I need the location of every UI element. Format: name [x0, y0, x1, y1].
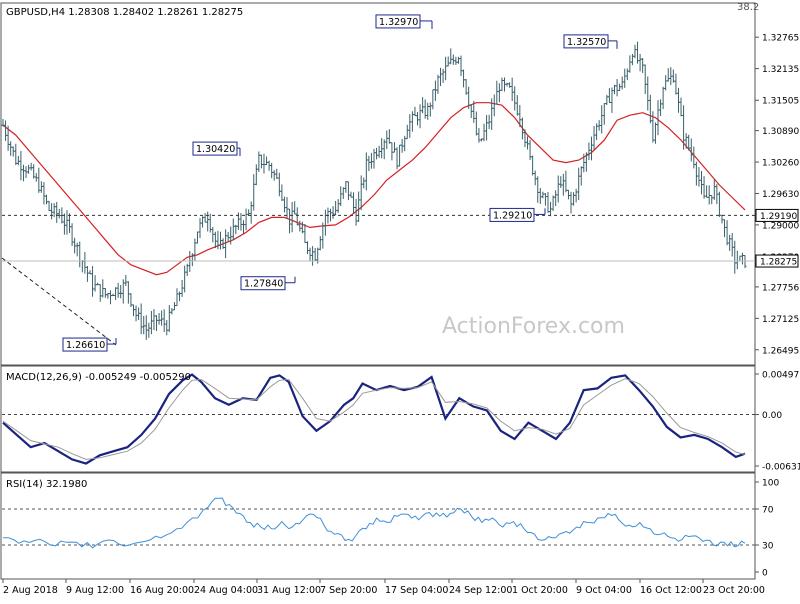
rsi-tick-label: 0 — [762, 569, 768, 579]
x-axis-labels: 2 Aug 2018 9 Aug 12:00 16 Aug 20:00 24 Aug … — [2, 579, 765, 596]
x-tick-label: 9 Aug 12:00 — [66, 585, 124, 596]
macd-title: MACD(12,26,9) -0.005249 -0.005290 — [6, 372, 191, 383]
price-tick-label: 1.31505 — [762, 97, 799, 107]
price-tick-label: 1.30890 — [762, 127, 799, 137]
x-tick-label: 16 Aug 20:00 — [130, 585, 194, 596]
annotation-label: 1.32570 — [567, 37, 606, 48]
panel-frames — [0, 2, 756, 580]
macd-lines — [2, 373, 746, 465]
hline-value-label: 1.28275 — [760, 258, 797, 268]
rsi-tick-label: 70 — [762, 506, 774, 516]
corner-value: 38.2 — [737, 2, 759, 13]
x-tick-label: 23 Oct 20:00 — [703, 585, 765, 596]
x-tick-label: 31 Aug 12:00 — [257, 585, 321, 596]
trendline — [1, 257, 117, 346]
hline-value-box — [755, 254, 799, 268]
price-panel-frame — [0, 2, 756, 366]
x-tick-label: 24 Sep 12:00 — [449, 585, 512, 596]
price-header: GBPUSD,H4 1.28308 1.28402 1.28261 1.2827… — [6, 7, 243, 18]
signal-line — [2, 378, 746, 460]
x-tick-label: 2 Aug 2018 — [3, 585, 58, 596]
watermark: ActionForex.com — [442, 314, 625, 339]
x-tick-label: 16 Oct 12:00 — [640, 585, 702, 596]
ma-line — [2, 102, 746, 276]
rsi-line — [2, 497, 746, 549]
macd-axis-ticks: 0.004971 0.00 -0.006311 — [2, 371, 800, 473]
price-tick-label: 1.27125 — [762, 315, 799, 325]
price-tick-label: 1.30260 — [762, 159, 799, 169]
macd-tick-label: 0.00 — [762, 411, 782, 421]
price-annotations: 1.26610 1.30420 1.27840 1.32970 1.29210 1.325… — [62, 14, 618, 352]
moving-average-line — [2, 102, 746, 276]
rsi-title: RSI(14) 32.1980 — [6, 479, 87, 490]
annotation-box — [375, 14, 421, 29]
hline-value-label: 1.29190 — [760, 212, 797, 222]
x-tick-label: 17 Sep 04:00 — [385, 585, 448, 596]
price-horizontal-lines: 1.29190 1.28275 — [2, 208, 799, 268]
rsi-axis-ticks: 100 70 30 0 — [2, 479, 779, 579]
annotation-label: 1.30420 — [196, 144, 235, 155]
annotation-label: 1.26610 — [66, 340, 105, 351]
annotation-label: 1.32970 — [379, 17, 418, 28]
rsi-panel-frame — [0, 472, 756, 580]
price-bars — [1, 41, 747, 340]
rsi-lines — [2, 497, 746, 549]
macd-tick-label: 0.004971 — [762, 371, 800, 381]
x-tick-label: 9 Oct 04:00 — [576, 585, 632, 596]
x-tick-label: 7 Sep 20:00 — [320, 585, 377, 596]
price-tick-label: 1.32765 — [762, 34, 799, 44]
price-tick-label: 1.29630 — [762, 190, 799, 200]
hline-value-box — [755, 208, 799, 222]
rsi-tick-label: 100 — [762, 479, 779, 489]
price-tick-label: 1.32135 — [762, 65, 799, 75]
macd-panel-frame — [0, 365, 756, 473]
price-tick-label: 1.27756 — [762, 283, 799, 293]
price-tick-label: 1.26495 — [762, 346, 799, 356]
macd-tick-label: -0.006311 — [762, 463, 800, 473]
annotation-label: 1.27840 — [244, 279, 283, 290]
annotation-label: 1.29210 — [493, 210, 532, 221]
macd-line — [2, 373, 746, 465]
x-tick-label: 24 Aug 04:00 — [194, 585, 258, 596]
price-tick-label: 1.29000 — [762, 221, 799, 231]
rsi-tick-label: 30 — [762, 542, 774, 552]
x-tick-label: 1 Oct 20:00 — [512, 585, 568, 596]
dashed-trendline — [1, 257, 117, 346]
